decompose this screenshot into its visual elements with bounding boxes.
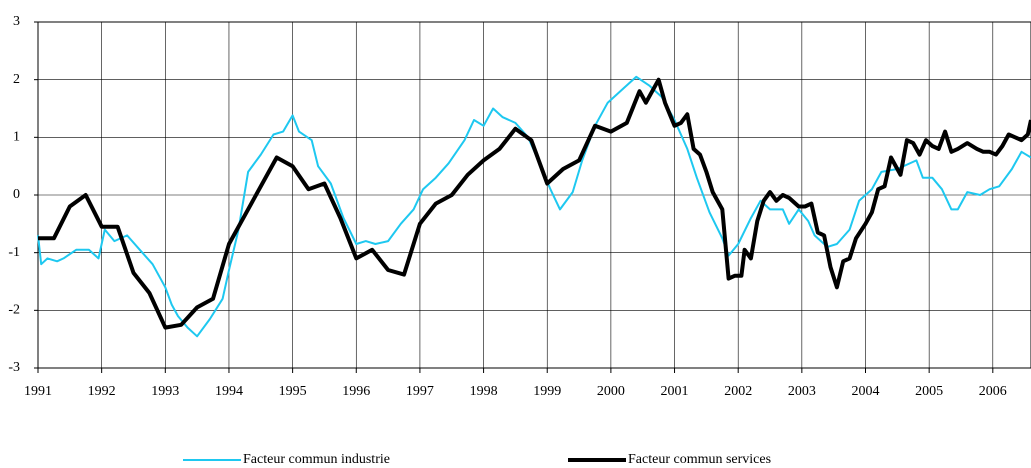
x-tick-label: 2006	[979, 384, 1007, 399]
x-tick-label: 1997	[406, 384, 434, 399]
x-tick-label: 2004	[852, 384, 880, 399]
legend-label: Facteur commun industrie	[243, 452, 390, 467]
y-tick-label: 0	[13, 187, 20, 202]
x-tick-label: 2000	[597, 384, 625, 399]
x-tick-label: 1994	[215, 384, 243, 399]
series-line	[38, 77, 1031, 330]
x-tick-label: 2003	[788, 384, 816, 399]
x-tick-label: 1998	[470, 384, 498, 399]
x-tick-label: 1999	[533, 384, 561, 399]
x-tick-label: 1992	[88, 384, 116, 399]
x-tick-label: 1995	[279, 384, 307, 399]
y-tick-label: 1	[13, 130, 20, 145]
x-tick-label: 1991	[24, 384, 52, 399]
x-tick-label: 2002	[724, 384, 752, 399]
x-tick-label: 1993	[151, 384, 179, 399]
y-tick-label: -1	[8, 245, 20, 260]
y-tick-label: -3	[8, 360, 20, 375]
y-tick-label: 3	[13, 14, 20, 29]
y-tick-label: 2	[13, 72, 20, 87]
x-tick-label: 2001	[661, 384, 689, 399]
x-tick-label: 1996	[342, 384, 370, 399]
legend-label: Facteur commun services	[628, 452, 771, 467]
y-tick-label: -2	[8, 303, 20, 318]
x-tick-label: 2005	[915, 384, 943, 399]
